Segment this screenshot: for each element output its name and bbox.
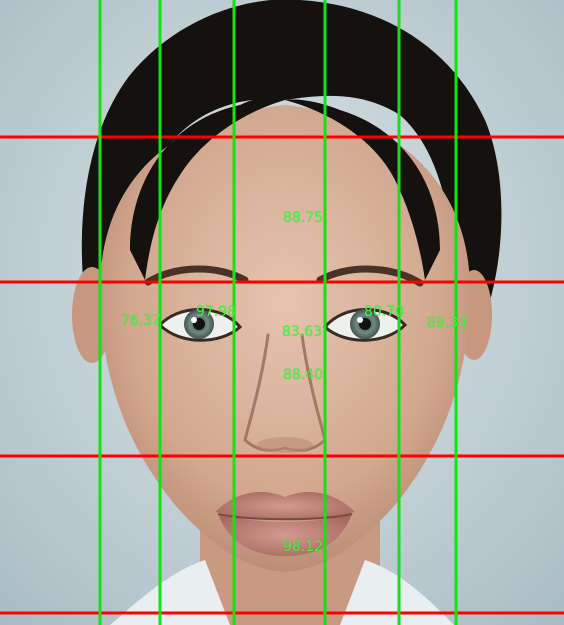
forehead-score: 88.75 bbox=[283, 210, 324, 226]
lower-lip bbox=[218, 514, 352, 556]
left-eye-highlight bbox=[191, 317, 197, 323]
eye-gap-score: 83.63 bbox=[282, 324, 323, 340]
hair bbox=[81, 0, 502, 360]
lip-line bbox=[217, 513, 353, 521]
right-eye-outer-score: 89.34 bbox=[427, 315, 468, 331]
upper-lip bbox=[215, 492, 355, 520]
right-eye-highlight bbox=[357, 317, 363, 323]
nose-shadow bbox=[257, 437, 313, 453]
vertical-guides bbox=[98, 0, 458, 625]
shirt bbox=[110, 560, 230, 625]
left-eye-outer-score: 76.37 bbox=[121, 313, 162, 329]
horizontal-guides bbox=[0, 135, 564, 615]
right-eye-score: 80.70 bbox=[364, 304, 405, 320]
mouth-score: 98.12 bbox=[283, 539, 324, 555]
shirt-right bbox=[340, 560, 454, 625]
right-eyebrow bbox=[316, 265, 424, 287]
nose-score: 88.40 bbox=[283, 367, 324, 383]
left-eye-score: 97.98 bbox=[196, 304, 237, 320]
